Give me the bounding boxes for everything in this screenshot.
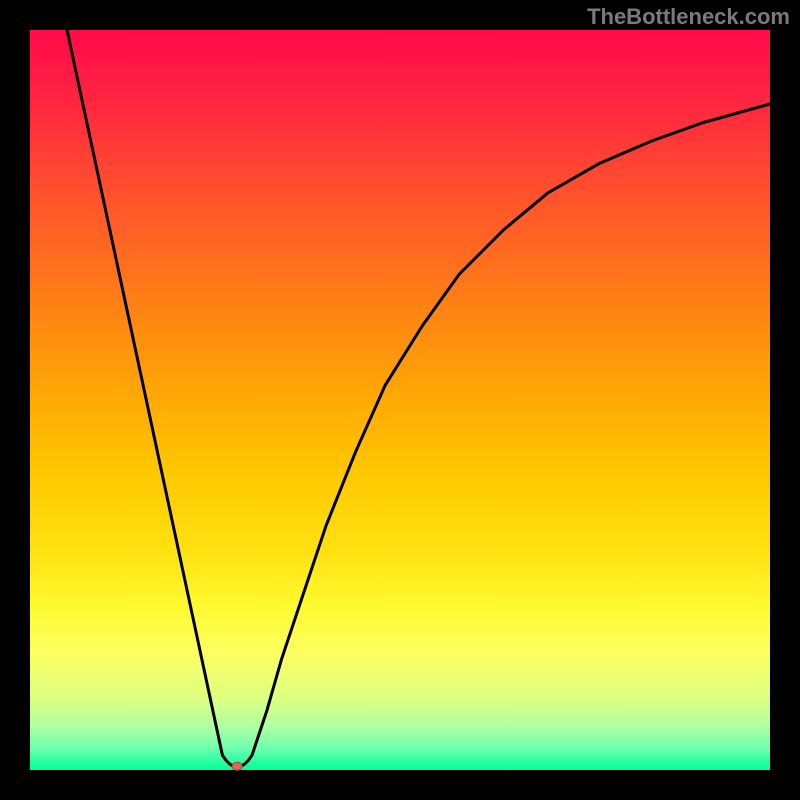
watermark-label: TheBottleneck.com xyxy=(587,4,790,30)
bottleneck-chart xyxy=(0,0,800,800)
optimum-marker xyxy=(232,762,242,770)
plot-area xyxy=(30,30,770,770)
chart-container: TheBottleneck.com xyxy=(0,0,800,800)
